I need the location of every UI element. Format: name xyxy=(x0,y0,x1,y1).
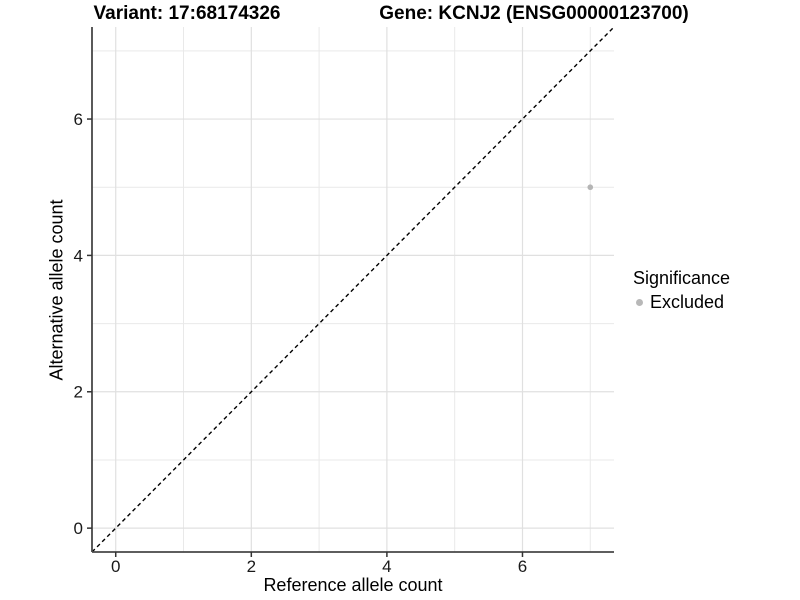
variant-title: Variant: 17:68174326 xyxy=(93,3,281,24)
y-axis-title: Alternative allele count xyxy=(46,199,67,381)
x-axis-title: Reference allele count xyxy=(263,575,443,595)
legend-entry: Excluded xyxy=(633,292,730,313)
x-tick-label: 2 xyxy=(247,557,256,576)
legend-entries: Excluded xyxy=(633,292,730,313)
legend-entry-label: Excluded xyxy=(650,292,725,312)
gene-title: Gene: KCNJ2 (ENSG00000123700) xyxy=(379,3,689,24)
data-point xyxy=(587,184,594,191)
legend: Significance Excluded xyxy=(633,268,730,313)
identity-reference-line xyxy=(91,26,615,553)
x-tick-label: 4 xyxy=(382,557,391,576)
y-tick-label: 4 xyxy=(74,246,83,265)
y-tick-label: 2 xyxy=(74,383,83,402)
legend-title: Significance xyxy=(633,268,731,288)
legend-key-dot xyxy=(636,299,643,306)
x-tick-label: 6 xyxy=(518,557,527,576)
y-tick-label: 0 xyxy=(74,519,83,538)
x-tick-label: 0 xyxy=(111,557,120,576)
y-tick-label: 6 xyxy=(74,110,83,129)
